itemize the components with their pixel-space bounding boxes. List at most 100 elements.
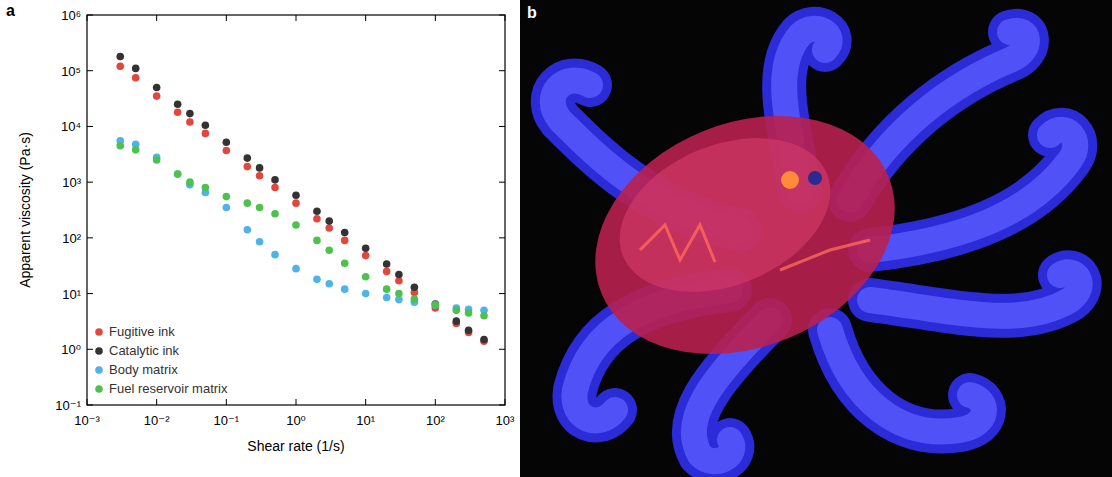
data-point	[174, 170, 182, 178]
plot-marks	[116, 53, 487, 345]
data-point	[271, 251, 279, 259]
data-point	[453, 317, 461, 325]
data-point	[341, 259, 349, 267]
y-tick	[499, 349, 505, 350]
data-point	[341, 285, 349, 293]
data-point	[256, 164, 264, 172]
data-point	[292, 192, 300, 200]
data-point	[292, 265, 300, 273]
data-point	[341, 229, 349, 237]
data-point	[411, 295, 419, 303]
data-point	[313, 276, 321, 284]
data-point	[132, 74, 140, 82]
data-point	[383, 285, 391, 293]
body-highlight	[597, 109, 853, 321]
reservoir	[781, 171, 799, 189]
data-point	[116, 63, 124, 71]
legend-label: Catalytic ink	[109, 343, 180, 358]
legend-label: Fuel reservoir matrix	[109, 381, 228, 396]
octopus-body	[559, 73, 930, 397]
data-point	[202, 130, 210, 138]
y-tick-label: 10⁻¹	[55, 398, 81, 413]
data-point	[174, 100, 182, 108]
data-point	[223, 193, 231, 201]
data-point	[411, 283, 419, 291]
x-tick-label: 10⁻³	[74, 413, 100, 428]
data-point	[202, 121, 210, 129]
data-point	[116, 53, 124, 61]
x-tick	[435, 399, 436, 405]
data-point	[432, 301, 440, 309]
data-point	[395, 290, 403, 298]
data-point	[271, 176, 279, 184]
y-tick	[87, 237, 93, 238]
data-point	[341, 237, 349, 245]
data-point	[244, 199, 252, 207]
tentacle	[830, 330, 984, 432]
y-tick	[87, 126, 93, 127]
data-point	[202, 184, 210, 192]
data-point	[362, 244, 370, 252]
y-tick-label: 10⁰	[61, 342, 81, 357]
legend-label: Body matrix	[109, 362, 178, 377]
data-point	[313, 215, 321, 223]
photo-panel	[520, 0, 1112, 477]
data-point	[186, 178, 194, 186]
data-point	[383, 294, 391, 302]
x-tick	[156, 15, 157, 21]
data-point	[153, 156, 161, 164]
y-tick-label: 10²	[62, 231, 81, 246]
data-point	[132, 146, 140, 154]
legend-marker	[95, 366, 103, 374]
x-tick	[226, 15, 227, 21]
data-point	[383, 260, 391, 268]
data-point	[116, 142, 124, 150]
legend: Fugitive inkCatalytic inkBody matrixFuel…	[95, 324, 228, 396]
data-point	[465, 326, 473, 334]
x-tick	[365, 15, 366, 21]
x-tick-label: 10⁰	[286, 413, 306, 428]
channel	[640, 225, 870, 270]
x-tick-label: 10³	[496, 413, 515, 428]
x-tick-label: 10⁻¹	[214, 413, 240, 428]
y-tick	[499, 70, 505, 71]
y-tick	[499, 182, 505, 183]
y-tick-label: 10⁶	[61, 8, 81, 23]
x-tick	[296, 15, 297, 21]
y-tick-label: 10¹	[62, 287, 81, 302]
data-point	[186, 110, 194, 118]
legend-marker	[95, 385, 103, 393]
x-tick-label: 10⁻²	[144, 413, 170, 428]
data-point	[244, 226, 252, 234]
y-tick-label: 10³	[62, 175, 81, 190]
data-point	[223, 147, 231, 155]
data-point	[256, 238, 264, 246]
x-tick-label: 10¹	[356, 413, 375, 428]
data-point	[313, 207, 321, 215]
x-axis-title: Shear rate (1/s)	[247, 438, 344, 454]
plot-frame	[87, 15, 505, 405]
data-point	[325, 217, 333, 225]
y-tick	[87, 349, 93, 350]
y-tick	[499, 237, 505, 238]
photo-background	[520, 0, 1112, 477]
data-point	[362, 252, 370, 260]
y-tick	[87, 182, 93, 183]
data-point	[153, 92, 161, 100]
data-point	[383, 268, 391, 276]
data-point	[453, 307, 461, 315]
data-point	[256, 172, 264, 180]
legend-marker	[95, 328, 103, 336]
figure: a10⁻³10⁻²10⁻¹10⁰10¹10²10³10⁻¹10⁰10¹10²10…	[0, 0, 1112, 477]
data-point	[480, 336, 488, 344]
data-point	[271, 210, 279, 218]
y-tick	[499, 293, 505, 294]
tentacle	[870, 272, 1080, 316]
data-point	[325, 280, 333, 288]
y-tick	[499, 126, 505, 127]
y-tick-label: 10⁴	[61, 119, 81, 134]
data-point	[432, 301, 440, 309]
data-point	[292, 199, 300, 207]
data-point	[362, 290, 370, 298]
y-tick	[87, 293, 93, 294]
